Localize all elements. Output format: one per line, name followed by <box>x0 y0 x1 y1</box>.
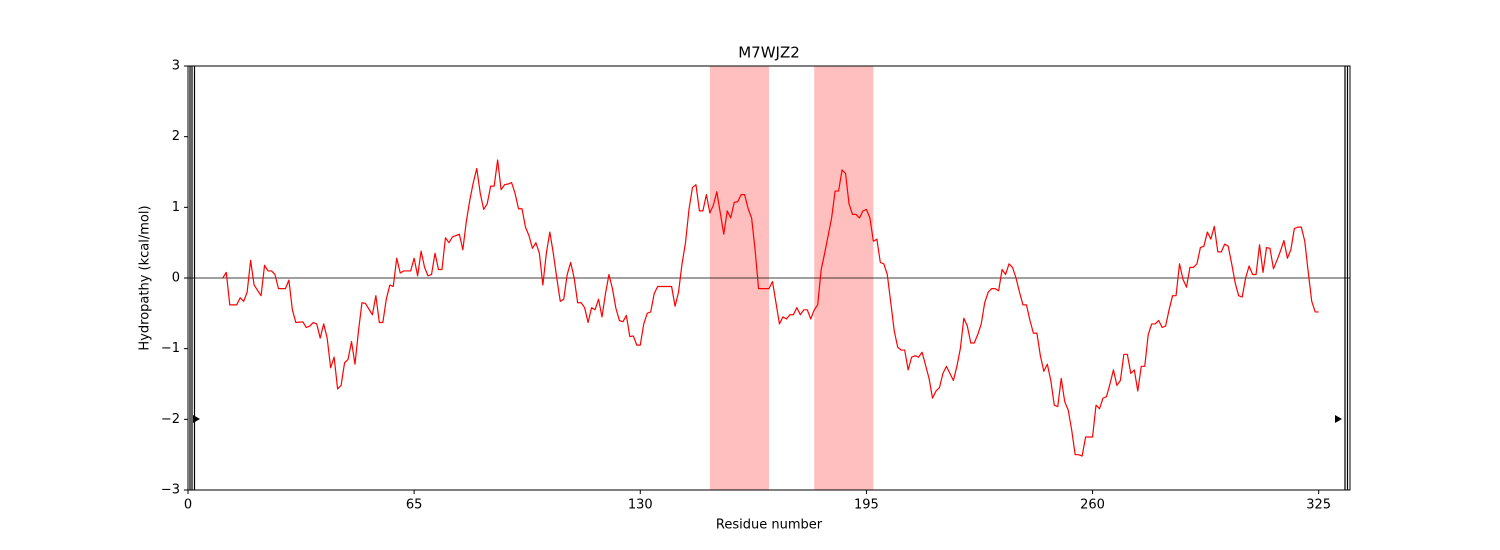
y-axis-label: Hydropathy (kcal/mol) <box>138 205 153 350</box>
x-tick-label: 325 <box>1306 498 1331 513</box>
marker-triangle <box>193 415 200 423</box>
x-axis-label: Residue number <box>716 518 823 533</box>
hydropathy-line <box>222 159 1319 457</box>
y-tick-label: −1 <box>161 341 180 356</box>
x-tick-label: 65 <box>406 498 423 513</box>
y-tick-label: −2 <box>161 412 180 427</box>
plot-group <box>188 159 1350 457</box>
chart-title: M7WJZ2 <box>738 44 800 62</box>
y-tick-label: 3 <box>172 59 180 74</box>
y-tick-label: 1 <box>172 200 180 215</box>
x-tick-label: 260 <box>1080 498 1105 513</box>
x-tick-label: 130 <box>628 498 653 513</box>
x-tick-label: 195 <box>854 498 879 513</box>
marker-triangle <box>1335 415 1342 423</box>
edge-markers <box>189 66 1349 490</box>
y-tick-label: −3 <box>161 483 180 498</box>
y-tick-label: 2 <box>172 129 180 144</box>
x-tick-label: 0 <box>184 498 192 513</box>
y-tick-label: 0 <box>172 271 180 286</box>
